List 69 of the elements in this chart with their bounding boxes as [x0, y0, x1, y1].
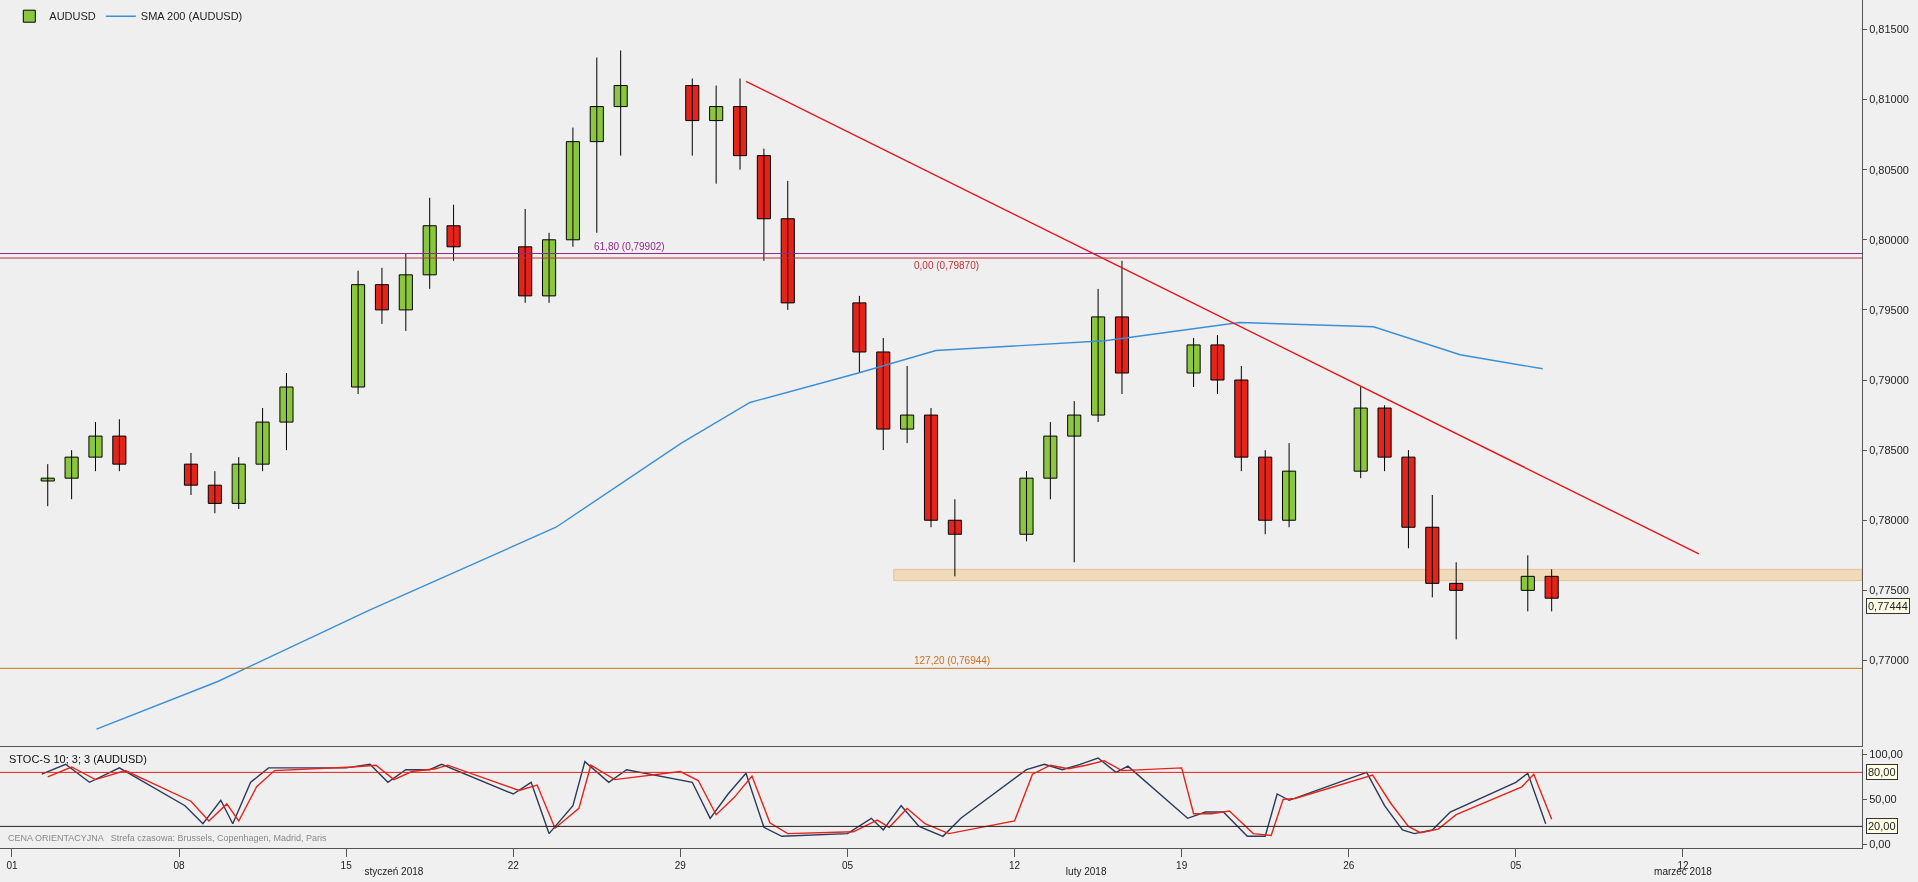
text: 0,77444 [1868, 600, 1908, 612]
candlestick [1377, 404, 1392, 472]
candlestick [1449, 561, 1464, 640]
y-tick-label: 0,78500 [1869, 443, 1909, 456]
x2-tick-label: luty 2018 [1065, 866, 1107, 877]
y-tick-label: 0,77500 [1869, 584, 1909, 597]
chart-title: STOC-S 10; 3; 3 (AUDUSD) [9, 753, 147, 765]
candlestick [589, 56, 604, 234]
candlestick [1401, 449, 1416, 549]
candlestick [279, 372, 294, 451]
candlestick [1186, 337, 1201, 388]
ref-line-label: 0,00 (0,79870) [914, 260, 980, 271]
line-series [95, 321, 1544, 730]
candlestick [876, 337, 891, 451]
ref-line-label: 80,00 [1868, 766, 1896, 778]
y-tick-label: 0,79500 [1869, 303, 1909, 316]
candlestick [1520, 554, 1535, 612]
x-tick-label: 08 [173, 860, 186, 871]
candlestick [255, 407, 270, 472]
candlestick [64, 449, 79, 500]
candlestick [780, 180, 795, 311]
candlestick [1043, 421, 1058, 500]
candlestick [40, 463, 55, 507]
candlestick [446, 204, 461, 262]
annotation: CENA ORIENTACYJNA Strefa czasowa: Brussels, Copenhagen, Madrid, Paris [8, 833, 327, 843]
y-tick-label: 0,00 [1869, 838, 1891, 851]
y-tick-label: 0,80500 [1869, 163, 1909, 176]
y-tick-label: 0,81500 [1869, 23, 1909, 36]
x-tick-label: 19 [1176, 860, 1188, 871]
candlestick [1353, 386, 1368, 479]
legend-label: AUDUSD [49, 10, 96, 23]
candlestick [88, 421, 103, 472]
x-tick-label: 26 [1343, 860, 1355, 871]
candlestick [1019, 470, 1034, 542]
candlestick [1544, 568, 1559, 612]
candlestick [422, 197, 437, 290]
y-tick-label: 50,00 [1869, 793, 1897, 806]
y-tick-label: 0,77000 [1869, 654, 1909, 667]
x-tick-label: 12 [1677, 860, 1689, 871]
candlestick [1234, 365, 1249, 472]
ref-line-label: 127,20 (0,76944) [914, 655, 991, 666]
candlestick [1425, 494, 1440, 598]
x-tick-label: 05 [841, 860, 854, 871]
candlestick [1210, 334, 1225, 395]
candlestick [613, 49, 628, 157]
y-tick-label: 0,79000 [1869, 373, 1909, 386]
ref-line-label: 61,80 (0,79902) [594, 241, 665, 252]
ref-line-label: 20,00 [1868, 820, 1896, 832]
candlestick [1258, 449, 1273, 535]
legend-label: SMA 200 (AUDUSD) [140, 10, 243, 23]
x-tick-label: 22 [507, 860, 520, 871]
y-tick-label: 0,78000 [1869, 514, 1909, 527]
candlestick [112, 418, 127, 472]
x-tick-label: 29 [674, 860, 687, 871]
y-tick-label: 0,81000 [1869, 93, 1909, 106]
x-tick-label: 01 [6, 860, 18, 871]
candlestick [685, 78, 700, 157]
y-tick-label: 0,80000 [1869, 233, 1909, 246]
x-tick-label: 15 [340, 860, 353, 871]
x-tick-label: 12 [1008, 860, 1021, 871]
y-tick-label: 100,00 [1869, 748, 1903, 761]
candlestick [398, 253, 413, 332]
candlestick [231, 456, 246, 510]
candlestick [1067, 400, 1082, 563]
candlestick [852, 295, 867, 374]
x-tick-label: 05 [1510, 860, 1522, 871]
candlestick [900, 365, 915, 444]
x2-tick-label: styczeń 2018 [364, 866, 424, 877]
candlestick [709, 85, 724, 185]
